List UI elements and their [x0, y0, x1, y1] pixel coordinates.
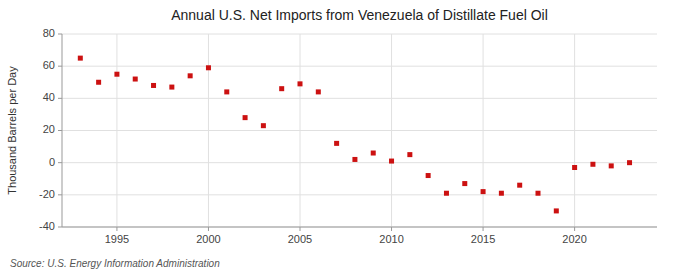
point	[243, 115, 248, 120]
y-tick	[58, 34, 62, 35]
y-tick	[58, 98, 62, 99]
y-tick-label: 40	[43, 91, 55, 103]
points	[78, 56, 632, 214]
x-axis-line	[62, 227, 657, 228]
y-tick-label: 60	[43, 59, 55, 71]
point	[536, 191, 541, 196]
x-grid-line	[483, 34, 484, 227]
point	[462, 181, 467, 186]
point	[133, 77, 138, 82]
point	[444, 191, 449, 196]
point	[96, 80, 101, 85]
x-tick-label: 2005	[288, 233, 312, 245]
x-tick	[300, 227, 301, 231]
y-tick	[58, 194, 62, 195]
point	[261, 123, 266, 128]
point	[352, 157, 357, 162]
x-tick-label: 2020	[562, 233, 586, 245]
point	[627, 160, 632, 165]
point	[169, 85, 174, 90]
x-grid-line	[574, 34, 575, 227]
x-tick	[574, 227, 575, 231]
point	[279, 86, 284, 91]
y-tick-label: 80	[43, 27, 55, 39]
point	[371, 151, 376, 156]
x-tick	[208, 227, 209, 231]
y-tick-label: 20	[43, 123, 55, 135]
title: Annual U.S. Net Imports from Venezuela o…	[171, 7, 548, 23]
y-grid-line	[62, 194, 657, 195]
point	[572, 165, 577, 170]
y-grid-line	[62, 98, 657, 99]
point	[334, 141, 339, 146]
point	[389, 159, 394, 164]
x-tick	[483, 227, 484, 231]
point	[78, 56, 83, 61]
y-tick-label: 0	[49, 156, 55, 168]
y-tick	[58, 130, 62, 131]
point	[407, 152, 412, 157]
point	[114, 72, 119, 77]
y-grid-line	[62, 66, 657, 67]
y-axis-label: Thousand Barrels per Day	[6, 66, 18, 195]
y-grid-line	[62, 162, 657, 163]
x-tick	[116, 227, 117, 231]
point	[316, 89, 321, 94]
axes: -40 -20 0 20 40 60 80 1995 2000 2005 2010 2015 2020	[39, 27, 657, 245]
x-tick-label: 1995	[105, 233, 129, 245]
point	[224, 89, 229, 94]
y-grid-line	[62, 227, 657, 228]
source-note: Source: U.S. Energy Information Administ…	[10, 258, 220, 269]
y-axis-line	[62, 34, 63, 227]
x-grid-line	[208, 34, 209, 227]
y-tick-label: -20	[39, 188, 55, 200]
x-tick-label: 2015	[471, 233, 495, 245]
y-tick	[58, 162, 62, 163]
chart-svg: -40 -20 0 20 40 60 80 1995 2000 2005 2010 2015 2020 A…	[0, 0, 675, 275]
y-tick-label: -40	[39, 220, 55, 232]
x-grid-line	[116, 34, 117, 227]
point	[481, 189, 486, 194]
grid	[62, 34, 657, 227]
y-tick	[58, 66, 62, 67]
point	[188, 73, 193, 78]
point	[499, 191, 504, 196]
point	[554, 208, 559, 213]
y-tick	[58, 227, 62, 228]
point	[517, 183, 522, 188]
x-grid-line	[300, 34, 301, 227]
chart-container: -40 -20 0 20 40 60 80 1995 2000 2005 2010 2015 2020 A…	[0, 0, 675, 275]
point	[426, 173, 431, 178]
x-tick	[391, 227, 392, 231]
y-grid-line	[62, 34, 657, 35]
point	[151, 83, 156, 88]
point	[609, 163, 614, 168]
x-tick-label: 2000	[196, 233, 220, 245]
point	[206, 65, 211, 70]
point	[590, 162, 595, 167]
y-grid-line	[62, 130, 657, 131]
x-tick-label: 2010	[379, 233, 403, 245]
point	[298, 81, 303, 86]
x-grid-line	[391, 34, 392, 227]
